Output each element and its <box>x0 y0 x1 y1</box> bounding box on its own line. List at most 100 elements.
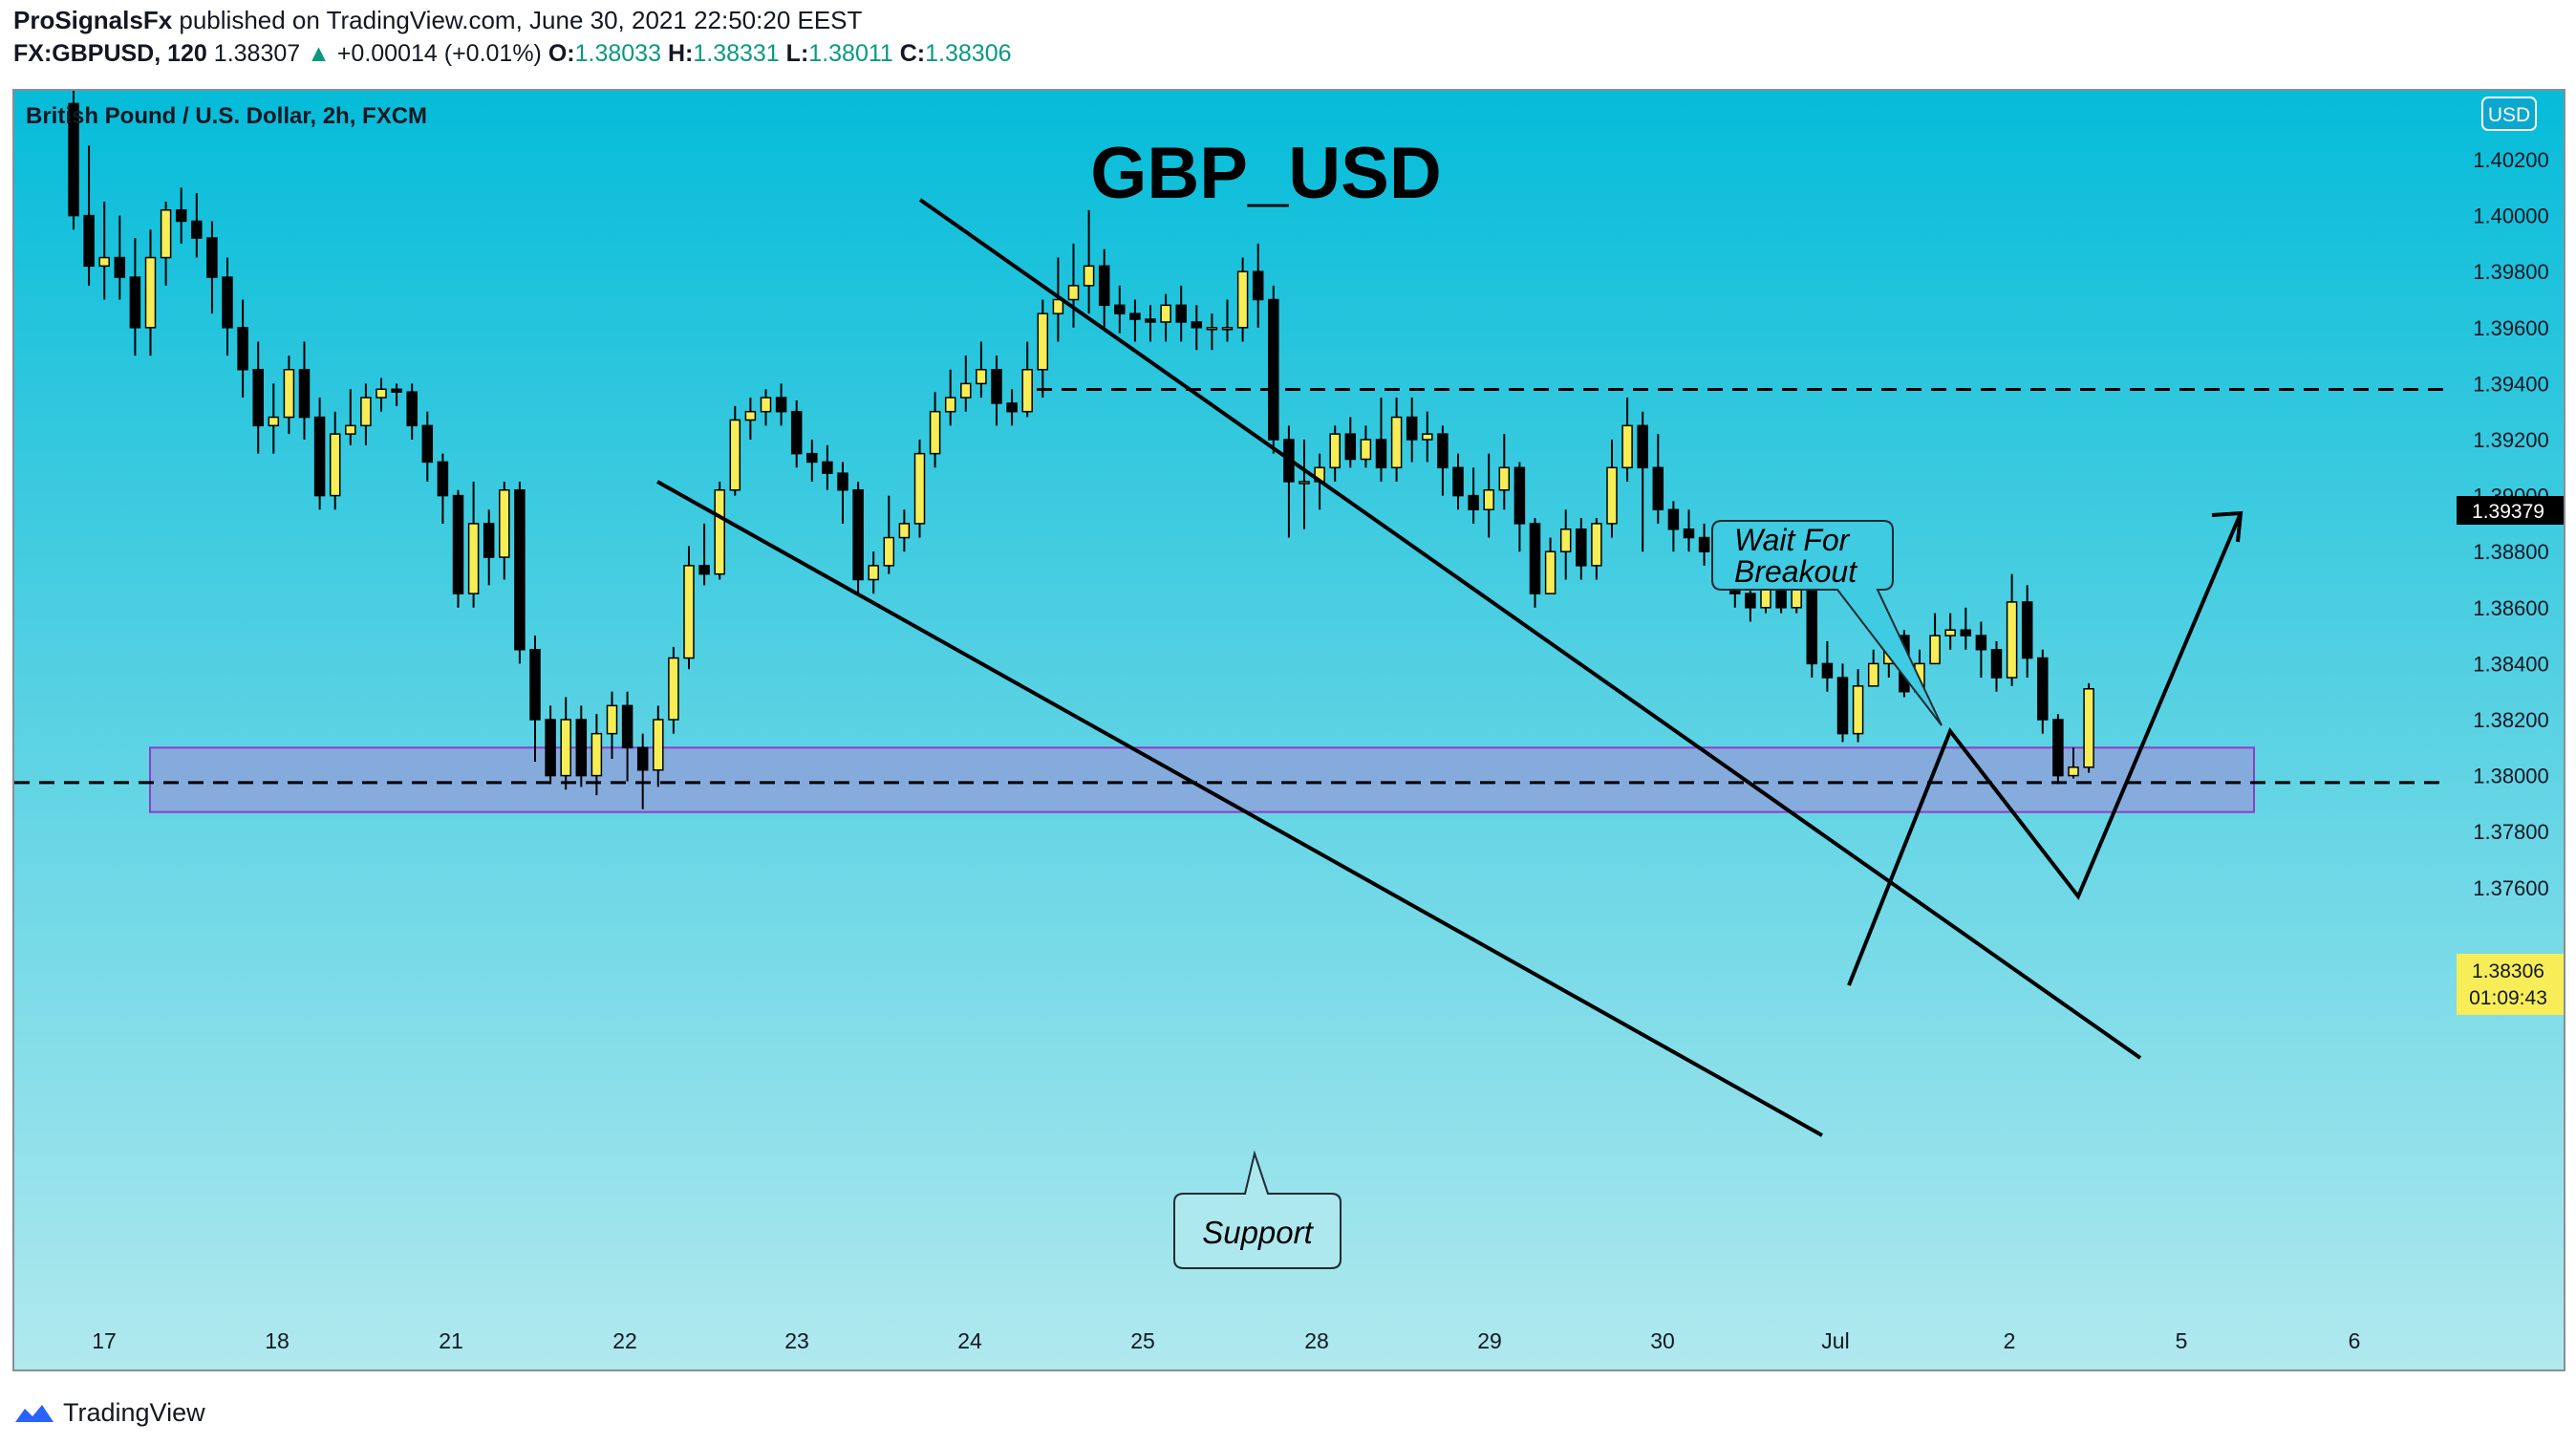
support-callout[interactable]: Support <box>1173 1150 1342 1269</box>
candle-down <box>1098 265 1110 307</box>
low-label: L: <box>785 40 809 67</box>
candle-down <box>790 410 803 455</box>
candle-up <box>883 536 895 567</box>
candle-down <box>1252 270 1264 301</box>
candle-down <box>1529 523 1541 594</box>
candle-up <box>283 369 295 419</box>
candle-down <box>621 704 633 749</box>
candle-down <box>1375 439 1387 469</box>
candle-up <box>744 410 757 421</box>
candle-down <box>1960 629 1972 636</box>
target-price-badge: 1.39379 <box>2457 496 2564 525</box>
candle-up <box>929 410 941 455</box>
candle-down <box>1576 528 1587 567</box>
candle-up <box>1591 523 1602 567</box>
published-text: published on TradingView.com, June 30, 2… <box>179 6 863 34</box>
y-tick-label: 1.39200 <box>2473 428 2549 452</box>
x-tick-label: 24 <box>957 1328 982 1353</box>
candle-down <box>175 208 187 223</box>
candle-down <box>83 214 95 268</box>
candle-down <box>406 391 418 427</box>
candle-up <box>1067 285 1080 301</box>
candle-up <box>1360 439 1372 461</box>
candle-down <box>2021 601 2033 659</box>
projected-path <box>1847 512 2243 986</box>
candle-up <box>329 433 341 497</box>
candle-down <box>1268 298 1279 441</box>
tradingview-logo-icon <box>15 1405 54 1422</box>
chart-background <box>14 91 2564 1370</box>
candle-down <box>191 220 203 239</box>
x-tick-label: 30 <box>1650 1328 1675 1353</box>
chart-panel[interactable]: 1.40200 1.40000 1.39800 1.39600 1.39400 1.392… <box>12 89 2565 1371</box>
candle-down <box>114 256 126 278</box>
candle-down <box>1775 587 1787 609</box>
candle-down <box>1652 466 1664 510</box>
candle-up <box>2006 601 2018 679</box>
candle-up <box>1236 270 1249 329</box>
support-callout-label: Support <box>1202 1215 1314 1250</box>
x-tick-label: 17 <box>92 1328 117 1353</box>
currency-badge[interactable]: USD <box>2481 97 2537 131</box>
brand-label: TradingView <box>63 1397 205 1427</box>
candle-up <box>590 732 603 777</box>
candle-up <box>376 388 387 399</box>
change-up-arrow-icon: ▲ <box>307 40 331 67</box>
ohlc-legend: FX:GBPUSD, 120 1.38307 ▲ +0.00014 (+0.01… <box>13 40 1012 68</box>
x-tick-label: Jul <box>1821 1328 1849 1353</box>
candle-down <box>222 276 233 329</box>
chart-title: GBP_USD <box>1090 133 1441 214</box>
candle-down <box>1344 433 1357 461</box>
x-tick-label: 5 <box>2176 1328 2188 1353</box>
candle-up <box>1021 369 1033 413</box>
candle-down <box>206 237 218 278</box>
symbol-label[interactable]: FX:GBPUSD, 120 <box>13 40 207 67</box>
candle-up <box>1944 629 1956 636</box>
candle-up <box>714 488 725 575</box>
x-tick-label: 2 <box>2004 1328 2016 1353</box>
candle-down <box>698 565 710 575</box>
channel-lower-trendline <box>656 480 1823 1137</box>
candle-down <box>1114 304 1126 314</box>
callout-line-2: Breakout <box>1734 554 1857 589</box>
candle-up <box>653 719 664 771</box>
candle-down <box>852 488 864 581</box>
candle-down <box>237 327 248 371</box>
y-tick-label: 1.39400 <box>2473 372 2549 396</box>
candle-down <box>1129 313 1141 320</box>
candle-up <box>268 416 280 427</box>
candle-up <box>360 397 372 427</box>
candle-up <box>144 256 157 329</box>
candle-up <box>1483 488 1494 510</box>
candle-up <box>160 208 172 259</box>
x-tick-label: 23 <box>784 1328 809 1353</box>
candle-up <box>467 523 480 594</box>
y-tick-label: 1.38400 <box>2473 652 2549 676</box>
price-change: +0.00014 (+0.01%) <box>336 40 542 67</box>
candle-up <box>960 382 972 399</box>
footer-brand[interactable]: TradingView <box>13 1393 205 1432</box>
callout-line-1: Wait For <box>1734 523 1851 557</box>
candle-up <box>1083 265 1095 287</box>
candle-up <box>98 256 110 268</box>
open-value: 1.38033 <box>574 40 661 67</box>
candle-up <box>499 488 510 558</box>
candle-down <box>2052 719 2064 777</box>
candle-down <box>806 452 818 464</box>
candle-down <box>1452 466 1464 497</box>
candle-up <box>1299 481 1310 485</box>
wait-for-breakout-callout[interactable]: Wait For Breakout <box>1711 520 1943 726</box>
close-label: C: <box>899 40 926 67</box>
x-tick-label: 21 <box>439 1328 463 1353</box>
candle-up <box>1052 298 1064 314</box>
candle-up <box>668 657 679 721</box>
candle-down <box>1191 321 1203 329</box>
chart-canvas[interactable]: 1.40200 1.40000 1.39800 1.39600 1.39400 1.392… <box>14 91 2564 1370</box>
high-label: H: <box>667 40 694 67</box>
projection-arrowhead-icon <box>2211 510 2243 543</box>
publisher-name[interactable]: ProSignalsFx <box>13 6 173 34</box>
candle-up <box>976 369 987 385</box>
y-tick-label: 1.38200 <box>2473 708 2549 732</box>
currency-label: USD <box>2488 104 2530 126</box>
candle-down <box>452 494 464 594</box>
